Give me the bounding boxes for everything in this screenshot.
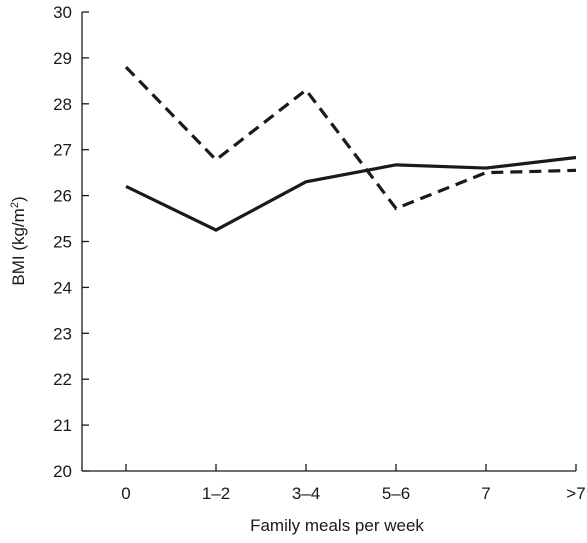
x-axis-title: Family meals per week [250, 516, 424, 535]
y-tick-label: 29 [53, 49, 72, 68]
y-tick-label: 25 [53, 233, 72, 252]
y-axis-title-close: ) [9, 196, 28, 202]
axes [81, 12, 576, 472]
y-tick-label: 30 [53, 3, 72, 22]
y-ticks: 20 21 22 23 24 25 26 27 28 29 30 [53, 3, 89, 481]
y-axis-title: BMI (kg/m2) [9, 196, 28, 285]
x-tick-label: 7 [481, 484, 490, 503]
x-tick-label: 1–2 [202, 484, 230, 503]
series-line-dashed [124, 65, 577, 211]
y-tick-label: 22 [53, 370, 72, 389]
y-axis-title-main: BMI (kg/m [9, 208, 28, 285]
y-tick-label: 26 [53, 187, 72, 206]
y-tick-label: 28 [53, 95, 72, 114]
x-ticks: 0 1–2 3–4 5–6 7 >7 [121, 464, 586, 503]
y-tick-label: 21 [53, 416, 72, 435]
x-tick-label: >7 [566, 484, 585, 503]
y-tick-label: 24 [53, 278, 72, 297]
x-tick-label: 0 [121, 484, 130, 503]
y-axis-title-superscript: 2 [9, 202, 21, 208]
x-tick-label: 5–6 [382, 484, 410, 503]
y-tick-label: 27 [53, 141, 72, 160]
y-tick-label: 20 [53, 462, 72, 481]
series-group [124, 65, 577, 232]
x-tick-label: 3–4 [292, 484, 320, 503]
series-line-solid [125, 155, 577, 232]
y-tick-label: 23 [53, 324, 72, 343]
